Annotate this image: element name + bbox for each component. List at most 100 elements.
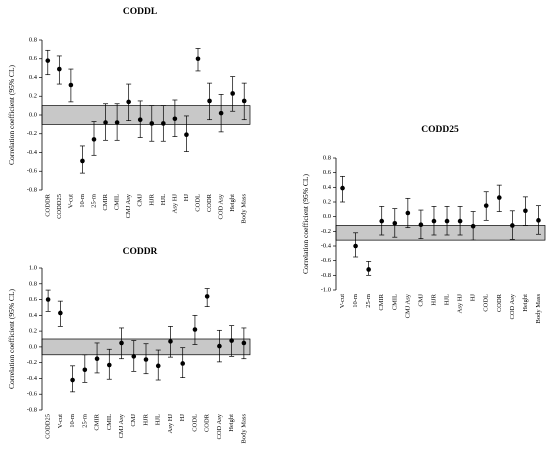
point bbox=[58, 310, 63, 316]
x-tick-label: HJL bbox=[155, 414, 162, 425]
x-tick-label: Body Mass bbox=[535, 294, 542, 324]
y-axis-label: Correlation coefficient (95% CL) bbox=[301, 173, 310, 274]
point bbox=[217, 343, 222, 349]
x-tick-label: 10-m bbox=[69, 414, 76, 428]
x-tick-label: HJ bbox=[179, 414, 186, 422]
x-tick-label: 25-m bbox=[81, 414, 88, 428]
point bbox=[91, 137, 97, 142]
x-tick-label: CMIL bbox=[114, 194, 121, 210]
point bbox=[195, 56, 201, 62]
point bbox=[119, 340, 124, 346]
point bbox=[192, 327, 198, 332]
y-tick-label: -0.6 bbox=[27, 168, 38, 175]
x-tick-label: HJL bbox=[160, 194, 167, 205]
y-tick-label: -0.8 bbox=[27, 186, 37, 193]
reference-band bbox=[335, 225, 546, 241]
y-tick-label: -0.4 bbox=[321, 242, 332, 249]
point bbox=[143, 357, 149, 362]
x-tick-label: Asy HJ bbox=[457, 294, 464, 314]
x-tick-label: CMIL bbox=[106, 414, 113, 430]
x-tick-label: HJ bbox=[470, 294, 477, 302]
x-tick-label: V-cut bbox=[57, 414, 64, 428]
point bbox=[137, 117, 143, 122]
point bbox=[149, 121, 155, 126]
point bbox=[457, 218, 463, 224]
chart-title: CODDL bbox=[123, 7, 157, 17]
chart-title: CODD25 bbox=[421, 125, 459, 135]
y-tick-label: -0.8 bbox=[27, 406, 37, 413]
x-tick-label: COD Asy bbox=[218, 193, 225, 219]
x-tick-label: Height bbox=[522, 294, 529, 312]
point bbox=[510, 223, 515, 228]
x-tick-label: CODR bbox=[496, 293, 503, 312]
x-tick-label: HJ bbox=[183, 194, 190, 202]
point bbox=[444, 218, 450, 224]
point bbox=[155, 363, 161, 369]
point bbox=[126, 99, 131, 105]
point bbox=[45, 297, 51, 302]
y-tick-label: -0.6 bbox=[27, 391, 38, 398]
y-tick-label: 0.0 bbox=[29, 343, 37, 350]
point bbox=[207, 98, 212, 104]
x-tick-label: COD Asy bbox=[216, 413, 223, 439]
x-tick-label: HJR bbox=[430, 293, 437, 305]
x-tick-label: CODL bbox=[483, 294, 490, 312]
x-tick-label: CMIR bbox=[102, 193, 109, 210]
y-axis-label: Correlation coefficient (95% CL) bbox=[7, 64, 16, 165]
x-tick-label: CODL bbox=[191, 414, 198, 432]
x-tick-label: 10-m bbox=[352, 294, 359, 308]
x-tick-label: CMJ Asy bbox=[404, 293, 411, 318]
reference-band bbox=[41, 105, 251, 125]
x-tick-label: Height bbox=[228, 414, 235, 432]
y-tick-label: -0.2 bbox=[321, 228, 331, 235]
x-tick-label: Body Mass bbox=[241, 194, 248, 224]
y-tick-label: 0.6 bbox=[323, 169, 332, 176]
y-tick-label: -0.6 bbox=[321, 257, 332, 264]
x-tick-label: Asy HJ bbox=[171, 194, 178, 214]
point bbox=[131, 354, 137, 359]
point bbox=[230, 91, 235, 96]
point bbox=[218, 110, 224, 116]
x-tick-label: CMJ Asy bbox=[125, 193, 132, 218]
point bbox=[172, 116, 178, 122]
point bbox=[353, 243, 358, 249]
point bbox=[431, 218, 437, 224]
y-axis-label: Correlation coefficient (95% CL) bbox=[7, 288, 16, 389]
point bbox=[45, 58, 51, 63]
point bbox=[106, 362, 112, 368]
x-tick-label: 25-m bbox=[365, 294, 372, 308]
x-tick-label: CMIR bbox=[378, 293, 385, 310]
x-tick-label: V-cut bbox=[67, 194, 74, 208]
y-tick-label: 0.2 bbox=[29, 328, 37, 335]
x-tick-label: V-cut bbox=[339, 294, 346, 308]
y-tick-label: 1.0 bbox=[29, 264, 37, 271]
x-tick-label: CODR bbox=[204, 413, 211, 432]
point bbox=[229, 338, 234, 343]
x-tick-label: CMJ bbox=[417, 294, 424, 307]
y-tick-label: 0.6 bbox=[29, 55, 38, 62]
point bbox=[57, 66, 62, 72]
point bbox=[366, 267, 371, 272]
x-tick-label: CODR bbox=[206, 193, 213, 212]
x-tick-label: Height bbox=[229, 194, 236, 212]
x-tick-label: CMIL bbox=[391, 294, 398, 310]
point bbox=[483, 203, 489, 208]
point bbox=[241, 98, 247, 104]
y-tick-label: 0.4 bbox=[29, 74, 38, 81]
point bbox=[114, 120, 120, 125]
y-tick-label: -0.8 bbox=[321, 272, 331, 279]
x-tick-label: HJR bbox=[148, 193, 155, 205]
point bbox=[168, 339, 173, 344]
point bbox=[241, 340, 247, 346]
x-tick-label: CODD25 bbox=[45, 414, 52, 439]
y-tick-label: 0.4 bbox=[29, 312, 38, 319]
y-tick-label: -0.4 bbox=[27, 149, 38, 156]
y-tick-label: -0.2 bbox=[27, 359, 37, 366]
x-tick-label: Body Mass bbox=[240, 414, 247, 444]
x-tick-label: HJR bbox=[142, 413, 149, 425]
x-tick-label: COD Asy bbox=[509, 293, 516, 319]
y-tick-label: 0.8 bbox=[323, 154, 331, 161]
x-tick-label: CMIR bbox=[94, 413, 101, 430]
point bbox=[392, 220, 398, 226]
